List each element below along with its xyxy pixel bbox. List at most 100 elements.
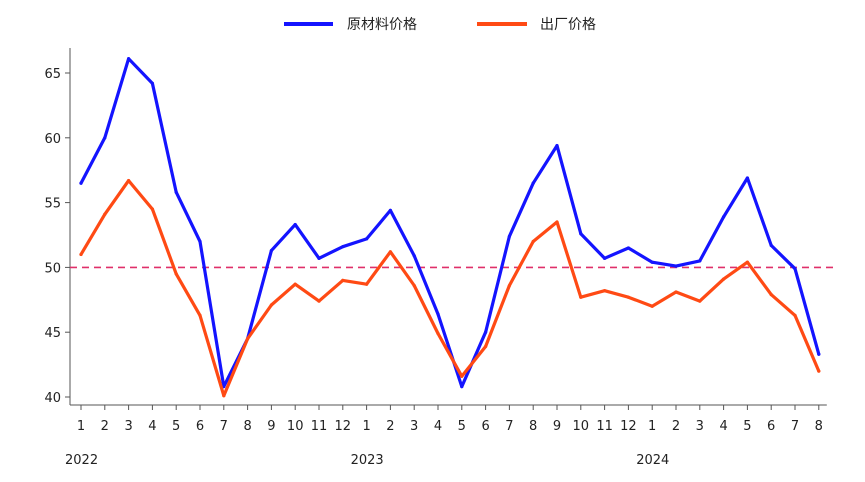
data-point-series-2 — [817, 369, 821, 373]
data-point-series-1 — [817, 352, 821, 356]
x-tick-label: 5 — [743, 419, 751, 434]
data-point-series-2 — [79, 252, 83, 257]
x-tick-label: 3 — [410, 419, 418, 434]
x-tick-label: 7 — [791, 419, 799, 434]
x-tick-label: 4 — [434, 419, 442, 434]
data-point-series-1 — [341, 245, 345, 249]
legend-label-1: 原材料价格 — [347, 17, 417, 33]
data-point-series-2 — [198, 313, 202, 317]
x-tick-label: 10 — [287, 419, 304, 434]
data-point-series-1 — [293, 223, 297, 227]
data-point-series-2 — [222, 394, 226, 398]
y-tick-label: 50 — [44, 261, 61, 276]
y-tick-label: 65 — [44, 67, 61, 82]
data-point-series-1 — [531, 181, 535, 185]
series-lines — [79, 57, 821, 398]
x-tick-label: 5 — [458, 419, 466, 434]
data-point-series-2 — [150, 207, 154, 211]
data-point-series-1 — [198, 239, 202, 244]
x-tick-label: 2 — [386, 419, 394, 434]
legend: 原材料价格 出厂价格 — [284, 17, 596, 33]
data-point-series-1 — [722, 215, 726, 219]
data-point-series-1 — [79, 181, 83, 185]
x-tick-label: 1 — [648, 419, 656, 434]
x-tick-label: 10 — [573, 419, 590, 434]
data-point-series-1 — [365, 237, 369, 241]
x-tick-label: 7 — [220, 419, 228, 434]
data-point-series-1 — [603, 256, 607, 260]
data-point-series-2 — [103, 212, 107, 216]
data-point-series-1 — [674, 264, 678, 268]
data-point-series-2 — [460, 374, 464, 378]
data-point-series-1 — [507, 234, 511, 238]
data-point-series-2 — [127, 178, 131, 183]
data-point-series-1 — [317, 256, 321, 260]
data-point-series-1 — [626, 246, 631, 250]
data-point-series-1 — [103, 136, 107, 140]
data-point-series-2 — [555, 220, 559, 224]
data-point-series-2 — [745, 260, 750, 264]
data-point-series-2 — [436, 331, 440, 336]
data-point-series-2 — [626, 295, 631, 299]
x-tick-label: 1 — [362, 419, 370, 434]
data-point-series-1 — [793, 267, 797, 271]
x-tick-label: 2 — [672, 419, 680, 434]
data-point-series-1 — [436, 312, 440, 316]
data-point-series-1 — [150, 81, 154, 85]
data-point-series-1 — [698, 259, 702, 263]
data-point-series-2 — [579, 295, 583, 299]
x-tick-label: 12 — [335, 419, 352, 434]
data-point-series-1 — [484, 330, 488, 334]
data-point-series-2 — [507, 283, 511, 288]
data-point-series-2 — [174, 272, 178, 276]
data-point-series-2 — [769, 293, 773, 297]
x-tick-label: 4 — [719, 419, 727, 434]
x-tick-label: 6 — [196, 419, 204, 434]
year-label: 2023 — [351, 453, 384, 468]
y-tick-label: 60 — [44, 132, 61, 147]
data-point-series-2 — [293, 282, 297, 286]
data-point-series-1 — [579, 232, 583, 236]
data-point-series-2 — [246, 337, 250, 341]
data-point-series-2 — [793, 313, 797, 317]
data-point-series-2 — [341, 278, 345, 282]
x-tick-label: 1 — [77, 419, 85, 434]
x-axis: 1 2 3 4 5 6 7 8 9 10 11 12 1 2 3 4 5 6 7 8 9 10 11 12 1 2 3 4 5 6 7 820… — [65, 405, 823, 468]
data-point-series-1 — [174, 190, 178, 194]
data-point-series-2 — [722, 277, 726, 281]
data-point-series-1 — [769, 243, 773, 247]
x-tick-label: 3 — [696, 419, 704, 434]
data-point-series-2 — [269, 303, 273, 307]
legend-label-2: 出厂价格 — [540, 17, 596, 33]
x-tick-label: 9 — [267, 419, 275, 434]
x-tick-label: 8 — [815, 419, 823, 434]
y-tick-label: 40 — [44, 391, 61, 406]
y-axis: 40 45 50 55 60 65 — [44, 67, 70, 406]
data-point-series-1 — [412, 254, 416, 258]
data-point-series-1 — [269, 248, 273, 253]
y-tick-label: 45 — [44, 326, 61, 341]
x-tick-label: 2 — [101, 419, 109, 434]
series-line-2 — [79, 179, 821, 398]
x-tick-label: 8 — [243, 419, 251, 434]
data-point-series-2 — [388, 250, 392, 254]
data-point-series-2 — [317, 299, 321, 303]
x-tick-label: 3 — [124, 419, 132, 434]
x-tick-label: 11 — [596, 419, 613, 434]
series-line-1 — [79, 57, 821, 389]
data-point-series-2 — [698, 299, 702, 303]
x-tick-label: 5 — [172, 419, 180, 434]
data-point-series-2 — [674, 290, 678, 294]
data-point-series-2 — [412, 283, 416, 288]
year-label: 2022 — [65, 453, 98, 468]
x-tick-label: 9 — [553, 419, 561, 434]
year-label: 2024 — [636, 453, 669, 468]
data-point-series-1 — [388, 208, 392, 212]
data-point-series-1 — [650, 260, 654, 264]
data-point-series-2 — [365, 282, 369, 286]
y-tick-label: 55 — [44, 197, 61, 212]
data-point-series-2 — [531, 239, 535, 244]
x-tick-label: 6 — [767, 419, 775, 434]
data-point-series-1 — [555, 143, 559, 148]
